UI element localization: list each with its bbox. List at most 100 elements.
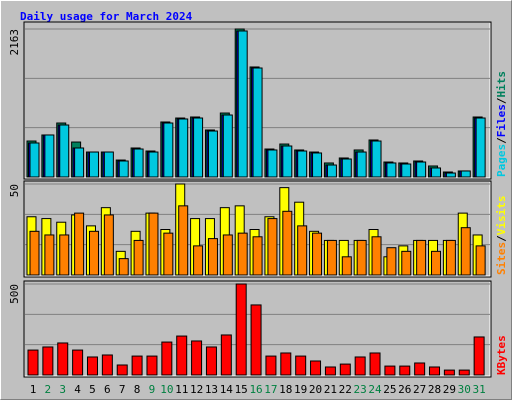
legend: Pages/Files/Hits [495,71,508,177]
bar [460,170,471,178]
bar [178,118,189,178]
legend-entry: KBytes [495,335,508,375]
bar [384,365,396,376]
bar [416,161,427,178]
plot-bevel [25,182,491,277]
x-tick-label: 5 [89,383,96,396]
bar [473,336,485,376]
x-tick-label: 28 [428,383,441,396]
bar [280,352,292,376]
bar [116,364,128,376]
bar [267,149,278,178]
legend-separator: / [495,137,508,144]
bar [103,151,114,178]
bar [193,245,204,276]
bar [297,150,308,178]
bar [44,234,55,276]
bar [399,365,411,376]
legend-entry: Pages [495,144,508,177]
bar [458,369,470,376]
bar [401,250,412,276]
x-tick-label: 14 [220,383,234,396]
bar [237,30,248,178]
x-tick-label: 2 [45,383,52,396]
bar [356,151,367,178]
bar [57,342,69,376]
bar [295,355,307,376]
x-tick-label: 15 [235,383,248,396]
bar [429,366,441,376]
bar [326,164,337,178]
x-tick-label: 27 [413,383,426,396]
legend-entry: Visits [495,196,508,236]
bar [460,227,471,276]
bar [178,205,189,276]
legend-entry: Sites [495,242,508,275]
y-tick-label: 2163 [8,29,21,56]
bar [371,140,382,178]
bar [250,304,262,376]
x-tick-label: 1 [30,383,37,396]
bar [341,158,352,178]
bar [44,134,55,178]
x-tick-label: 13 [205,383,218,396]
bar [354,356,366,376]
x-tick-label: 22 [339,383,352,396]
legend-separator: / [495,97,508,104]
chart-title: Daily usage for March 2024 [20,10,193,23]
bar [356,239,367,276]
bar [59,234,70,276]
bar [74,212,85,276]
x-tick-label: 12 [190,383,203,396]
plot-bevel [25,282,491,377]
bar [222,234,233,276]
bar [235,283,247,376]
x-tick-label: 21 [324,383,337,396]
x-tick-label: 23 [354,383,367,396]
bar [72,349,84,376]
bar [29,142,40,178]
bar [86,356,98,376]
x-tick-label: 20 [309,383,322,396]
bar [207,238,218,276]
bar [220,334,232,376]
bar [29,230,40,276]
bar [88,230,99,276]
x-tick-label: 7 [119,383,126,396]
bar [341,256,352,276]
bar [191,340,203,376]
x-tick-label: 25 [383,383,396,396]
plot-bevel [25,23,491,179]
legend-entry: Files [495,104,508,137]
y-tick-label: 50 [8,184,21,197]
bar [297,225,308,276]
bar [161,341,173,376]
bar [207,130,218,178]
bar [475,245,486,276]
x-tick-label: 31 [473,383,486,396]
x-tick-label: 24 [368,383,382,396]
legend: KBytes [495,335,508,375]
bar [310,360,322,376]
bar [205,346,217,376]
y-tick-label: 500 [8,284,21,304]
x-tick-label: 4 [74,383,81,396]
x-tick-label: 17 [264,383,277,396]
bar [324,366,336,376]
x-tick-label: 18 [279,383,292,396]
bar [252,236,263,276]
bar [312,232,323,276]
x-tick-label: 3 [59,383,66,396]
x-tick-label: 8 [134,383,141,396]
x-tick-label: 30 [458,383,471,396]
bar [265,355,277,376]
bar [369,352,381,376]
bar [88,151,99,178]
x-tick-label: 19 [294,383,307,396]
x-tick-label: 16 [249,383,262,396]
bar [416,239,427,276]
bar [118,160,129,178]
bar [148,151,159,178]
